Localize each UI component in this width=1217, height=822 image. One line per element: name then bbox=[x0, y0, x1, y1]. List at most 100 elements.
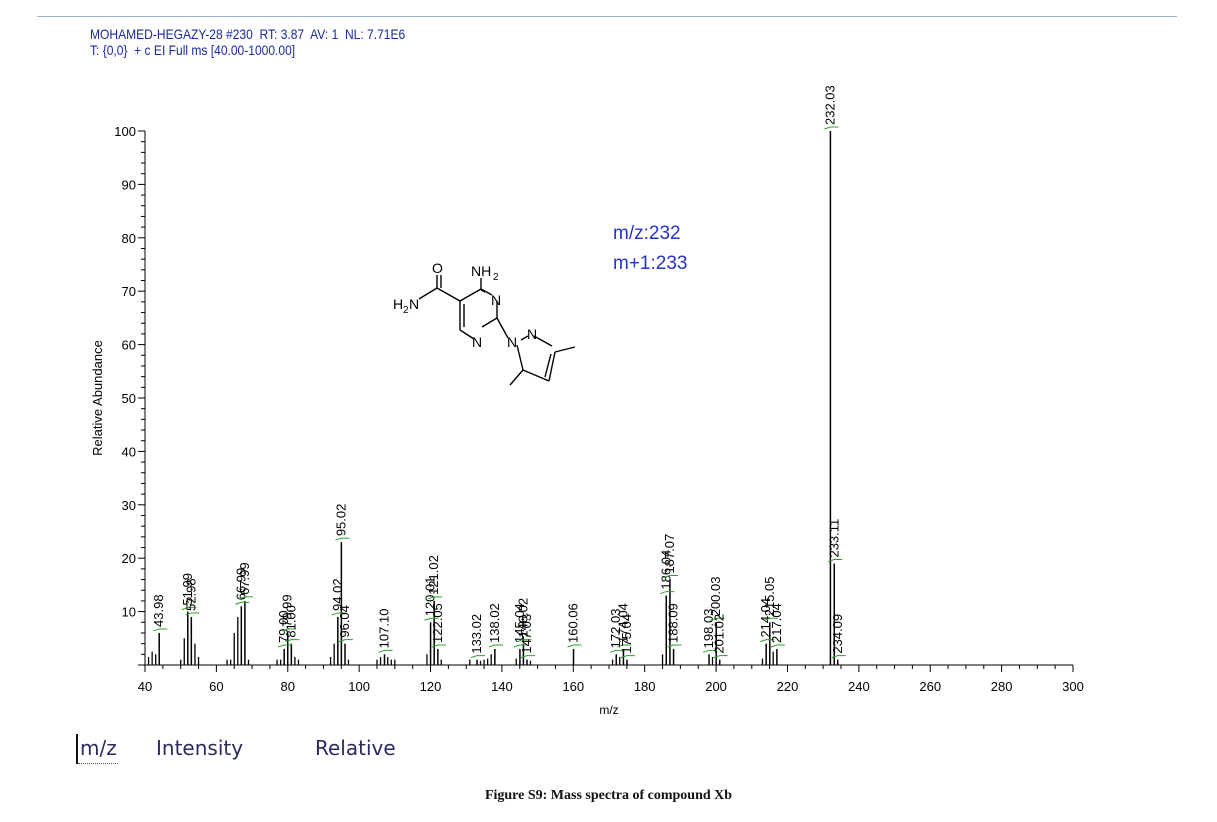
peak-label-connector bbox=[331, 612, 346, 616]
spellcheck-underline bbox=[78, 760, 118, 764]
atom-n-pyrazole-2: N bbox=[527, 326, 537, 342]
atom-n-ring-bottom: N bbox=[472, 334, 482, 350]
atom-n-ring-top: N bbox=[491, 292, 501, 308]
peak-label-connector bbox=[517, 639, 532, 643]
molecule-structure bbox=[418, 275, 576, 386]
peak-label-connector bbox=[338, 639, 354, 643]
x-tick-label: 180 bbox=[634, 679, 656, 694]
labeled-peaks bbox=[158, 131, 839, 665]
peak-label: 79.00 bbox=[276, 610, 291, 643]
x-tick-label: 120 bbox=[420, 679, 442, 694]
x-tick-label: 80 bbox=[281, 679, 295, 694]
peak-label: 96.04 bbox=[337, 605, 352, 638]
x-tick-label: 40 bbox=[138, 679, 152, 694]
peak-label: 175.04 bbox=[619, 614, 634, 654]
peak-label-connector bbox=[428, 596, 443, 600]
peak-label: 121.02 bbox=[426, 555, 441, 595]
y-tick-label: 20 bbox=[122, 551, 136, 566]
peak-label-connector bbox=[238, 596, 253, 600]
peak-label-connector bbox=[567, 644, 582, 648]
peak-label-connector bbox=[710, 617, 725, 621]
peak-label-connector bbox=[335, 537, 350, 541]
peak-label: 234.09 bbox=[830, 614, 845, 654]
top-divider bbox=[37, 16, 1177, 17]
x-tick-label: 160 bbox=[562, 679, 584, 694]
y-tick-label: 10 bbox=[122, 605, 136, 620]
peak-label-connector bbox=[488, 644, 503, 648]
y-tick-label: 30 bbox=[122, 498, 136, 513]
peak-label: 198.03 bbox=[701, 609, 716, 649]
x-tick-label: 200 bbox=[705, 679, 727, 694]
atom-nh2-sub: 2 bbox=[493, 272, 499, 283]
peak-label: 122.05 bbox=[430, 603, 445, 643]
peak-label: 43.98 bbox=[151, 594, 166, 627]
peak-label: 201.02 bbox=[712, 614, 727, 654]
y-tick-label: 50 bbox=[122, 391, 136, 406]
table-header-relative: Relative bbox=[315, 736, 396, 760]
atom-h2n: H bbox=[393, 296, 403, 312]
x-tick-label: 60 bbox=[209, 679, 223, 694]
peak-label: 172.03 bbox=[608, 609, 623, 649]
peak-label: 120.01 bbox=[423, 577, 438, 617]
peak-label-connector bbox=[702, 649, 718, 653]
peak-label: 145.04 bbox=[512, 603, 527, 643]
atom-h2n-sub: 2 bbox=[403, 305, 409, 316]
peak-label: 200.03 bbox=[708, 577, 723, 617]
peak-label-connector bbox=[667, 644, 682, 648]
peak-label: 232.03 bbox=[822, 85, 837, 125]
peak-label: 81.00 bbox=[283, 605, 298, 638]
atom-nh2: NH bbox=[471, 263, 491, 279]
peak-label: 174.04 bbox=[615, 603, 630, 643]
peak-label: 147.03 bbox=[519, 614, 534, 654]
peak-label: 51.99 bbox=[180, 573, 195, 606]
peak-label-connector bbox=[281, 628, 296, 632]
x-tick-label: 240 bbox=[848, 679, 870, 694]
peak-label: 188.09 bbox=[666, 603, 681, 643]
peak-label: 160.06 bbox=[566, 603, 581, 643]
peak-label-connector bbox=[181, 607, 196, 611]
peak-label-connector bbox=[235, 601, 250, 605]
scan-header-line1: MOHAMED-HEGAZY-28 #230 RT: 3.87 AV: 1 NL… bbox=[90, 26, 406, 42]
peak-label-connector bbox=[520, 655, 536, 659]
peak-label-connector bbox=[610, 649, 625, 653]
peak-label-connector bbox=[513, 644, 528, 648]
figure-caption: Figure S9: Mass spectra of compound Xb bbox=[484, 788, 733, 803]
y-axis-label: Relative Abundance bbox=[90, 340, 105, 456]
peak-label: 67.99 bbox=[237, 562, 252, 595]
y-tick-label: 80 bbox=[122, 231, 136, 246]
peak-label-connector bbox=[285, 639, 300, 643]
peak-label: 146.02 bbox=[515, 598, 530, 638]
scan-header-line2: T: {0,0} + c EI Full ms [40.00-1000.00] bbox=[90, 42, 296, 58]
peak-label-connector bbox=[660, 591, 675, 595]
peak-label-connector bbox=[617, 644, 632, 648]
x-tick-label: 220 bbox=[777, 679, 799, 694]
peak-label-connector bbox=[431, 644, 446, 648]
atom-h2n-n: N bbox=[409, 296, 419, 312]
y-tick-label: 100 bbox=[114, 124, 136, 139]
peak-label-connector bbox=[185, 612, 200, 616]
peak-label: 133.02 bbox=[469, 614, 484, 654]
text-cursor bbox=[76, 734, 78, 764]
y-tick-label: 70 bbox=[122, 284, 136, 299]
peak-label: 52.98 bbox=[183, 578, 198, 611]
minor-peaks bbox=[147, 616, 774, 665]
atom-o: O bbox=[432, 260, 443, 276]
peak-label-connector bbox=[713, 655, 728, 659]
peak-label-connector bbox=[378, 649, 393, 653]
peak-label: 233.11 bbox=[826, 519, 841, 558]
peak-label-connector bbox=[153, 628, 168, 632]
peak-label-connector bbox=[824, 126, 839, 130]
x-tick-label: 300 bbox=[1062, 679, 1084, 694]
peak-label-connector bbox=[663, 575, 678, 579]
peak-label-connector bbox=[763, 617, 778, 621]
peak-label-connector bbox=[278, 644, 293, 648]
peak-label: 66.99 bbox=[233, 568, 248, 601]
peak-label: 214.04 bbox=[758, 598, 773, 638]
table-header-intensity: Intensity bbox=[156, 736, 244, 760]
x-tick-label: 100 bbox=[348, 679, 370, 694]
y-tick-label: 90 bbox=[122, 177, 136, 192]
peak-label: 95.02 bbox=[333, 504, 348, 537]
peak-label: 215.05 bbox=[762, 577, 777, 617]
x-tick-label: 280 bbox=[991, 679, 1013, 694]
